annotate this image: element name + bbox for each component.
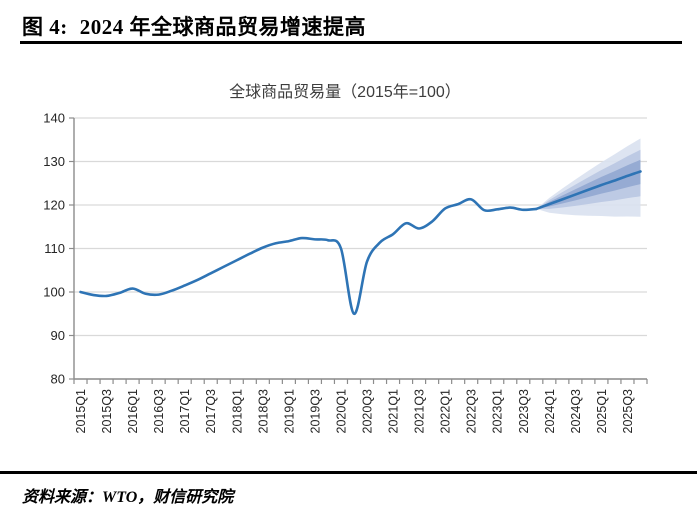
- y-gridlines: [74, 117, 647, 380]
- y-tick-label: 80: [51, 372, 65, 387]
- x-tick-label: 2016Q3: [152, 389, 166, 434]
- x-tick-label: 2024Q1: [543, 389, 557, 434]
- figure-title-text: 2024 年全球商品贸易增速提高: [79, 15, 366, 39]
- x-tick-label: 2018Q3: [256, 389, 270, 434]
- x-tick-label: 2022Q1: [439, 389, 453, 434]
- x-tick-label: 2024Q3: [569, 389, 583, 434]
- x-tick-label: 2020Q3: [361, 389, 375, 434]
- x-tick-label: 2017Q3: [204, 389, 218, 434]
- x-tick-label: 2015Q1: [74, 389, 88, 434]
- top-divider: [20, 41, 682, 44]
- fan-band-inner: [536, 159, 641, 209]
- x-tick-label: 2023Q3: [517, 389, 531, 434]
- x-tick-label: 2021Q3: [413, 389, 427, 434]
- y-tick-label: 90: [51, 328, 65, 343]
- x-tick-label: 2016Q1: [126, 389, 140, 434]
- y-tick-labels: 80 90 100 110 120 130 140: [43, 111, 65, 387]
- bottom-divider: [0, 471, 697, 474]
- x-tick-labels: 2015Q1 2015Q3 2016Q1 2016Q3 2017Q1 2017Q3 2018…: [74, 389, 635, 434]
- x-tick-label: 2020Q1: [334, 389, 348, 434]
- y-tick-label: 130: [43, 154, 65, 169]
- figure-number-label: 图 4:: [22, 15, 68, 39]
- x-tick-label: 2023Q1: [491, 389, 505, 434]
- x-tick-label: 2021Q1: [387, 389, 401, 434]
- x-tick-label: 2019Q1: [282, 389, 296, 434]
- x-tick-label: 2022Q3: [465, 389, 479, 434]
- figure-title: 图 4: 2024 年全球商品贸易增速提高: [22, 11, 682, 41]
- x-tick-label: 2025Q3: [621, 389, 635, 434]
- source-text: 资料来源：WTO，财信研究院: [22, 489, 234, 506]
- axes: [69, 117, 648, 384]
- x-tick-label: 2017Q1: [178, 389, 192, 434]
- trade-volume-line: [79, 197, 538, 316]
- y-tick-label: 100: [43, 285, 65, 300]
- forecast-line: [535, 170, 642, 211]
- x-tick-label: 2019Q3: [308, 389, 322, 434]
- y-tick-label: 110: [44, 241, 65, 256]
- fan-band-middle: [536, 149, 641, 209]
- y-tick-label: 140: [43, 111, 65, 126]
- forecast-fan: [536, 138, 641, 217]
- x-tick-label: 2025Q1: [595, 389, 609, 434]
- x-tick-label: 2015Q3: [100, 389, 114, 434]
- chart-title: 全球商品贸易量（2015年=100）: [229, 84, 461, 101]
- y-tick-label: 120: [43, 198, 65, 213]
- x-tick-label: 2018Q1: [230, 389, 244, 434]
